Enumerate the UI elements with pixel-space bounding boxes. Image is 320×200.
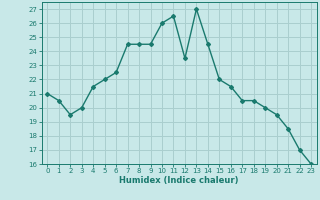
X-axis label: Humidex (Indice chaleur): Humidex (Indice chaleur) [119, 176, 239, 185]
